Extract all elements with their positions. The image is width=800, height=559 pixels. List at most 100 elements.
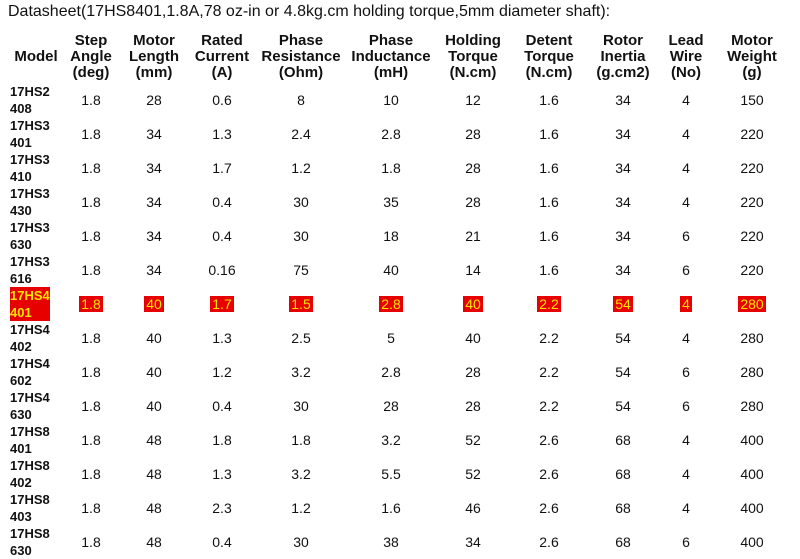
cell-value: 0.16 (208, 262, 236, 278)
value-cell: 40 (436, 321, 510, 355)
value-cell: 40 (436, 287, 510, 321)
model-name-part: 630 (10, 237, 32, 252)
value-cell: 34 (120, 253, 188, 287)
column-header-line: Holding (445, 32, 501, 49)
cell-value: 400 (740, 432, 764, 448)
cell-value: 1.8 (381, 160, 401, 176)
model-cell: 17HS3 630 (10, 219, 62, 253)
cell-value: 4 (682, 194, 690, 210)
value-cell: 2.2 (510, 321, 588, 355)
value-cell: 30 (256, 389, 346, 423)
cell-value: 34 (146, 126, 162, 142)
cell-value: 1.2 (212, 364, 232, 380)
model-cell: 17HS8 401 (10, 423, 62, 457)
cell-value: 54 (615, 398, 631, 414)
value-cell: 1.8 (62, 389, 120, 423)
cell-value: 48 (146, 466, 162, 482)
value-cell: 21 (436, 219, 510, 253)
value-cell: 2.2 (510, 287, 588, 321)
cell-value: 1.3 (212, 466, 232, 482)
column-header: Rotor Inertia (g.cm2) (588, 31, 658, 83)
cell-value: 54 (615, 364, 631, 380)
cell-value: 220 (740, 194, 764, 210)
cell-value: 3.2 (291, 466, 311, 482)
cell-value: 6 (682, 364, 690, 380)
cell-value: 1.8 (81, 262, 101, 278)
cell-value: 52 (465, 466, 481, 482)
model-name-part: 17HS3 (10, 220, 50, 235)
value-cell: 30 (256, 525, 346, 559)
value-cell: 220 (714, 117, 790, 151)
cell-value: 34 (146, 228, 162, 244)
cell-value: 40 (463, 296, 483, 312)
cell-value: 40 (146, 330, 162, 346)
cell-value: 21 (465, 228, 481, 244)
value-cell: 28 (436, 151, 510, 185)
cell-value: 5.5 (381, 466, 401, 482)
cell-value: 40 (465, 330, 481, 346)
value-cell: 1.8 (346, 151, 436, 185)
column-header-line: Lead (668, 32, 704, 49)
value-cell: 1.6 (510, 117, 588, 151)
value-cell: 1.8 (256, 423, 346, 457)
cell-value: 28 (465, 160, 481, 176)
value-cell: 48 (120, 457, 188, 491)
cell-value: 0.4 (212, 534, 232, 550)
cell-value: 220 (740, 160, 764, 176)
column-header-line: Motor (133, 32, 175, 49)
value-cell: 68 (588, 457, 658, 491)
value-cell: 400 (714, 423, 790, 457)
cell-value: 10 (383, 92, 399, 108)
table-row: 17HS8 630 1.8 48 0.4 30 38 34 2.6 68 6 400 (10, 525, 790, 559)
value-cell: 5 (346, 321, 436, 355)
cell-value: 30 (293, 194, 309, 210)
value-cell: 4 (658, 117, 714, 151)
cell-value: 4 (682, 466, 690, 482)
value-cell: 400 (714, 491, 790, 525)
cell-value: 1.7 (212, 160, 232, 176)
value-cell: 34 (588, 185, 658, 219)
value-cell: 54 (588, 389, 658, 423)
value-cell: 1.6 (510, 185, 588, 219)
table-header: Model Step Angle (deg) Motor Length (mm) Rated C… (10, 31, 790, 83)
cell-value: 280 (740, 364, 764, 380)
value-cell: 400 (714, 525, 790, 559)
value-cell: 34 (120, 151, 188, 185)
cell-value: 48 (146, 500, 162, 516)
cell-value: 220 (740, 262, 764, 278)
model-cell: 17HS3 401 (10, 117, 62, 151)
cell-value: 6 (682, 228, 690, 244)
value-cell: 4 (658, 423, 714, 457)
value-cell: 220 (714, 219, 790, 253)
model-name-part: 401 (10, 305, 32, 320)
column-header-line: (g) (742, 64, 762, 81)
model-cell: 17HS4 602 (10, 355, 62, 389)
cell-value: 28 (465, 398, 481, 414)
cell-value: 28 (465, 194, 481, 210)
model-name-part: 17HS3 (10, 152, 50, 167)
model-name: 17HS3 401 (10, 118, 50, 150)
table-body: 17HS2 408 1.8 28 0.6 8 10 12 1.6 34 4 150 17HS3 401 1.… (10, 83, 790, 559)
model-name-part: 17HS4 (10, 390, 50, 405)
value-cell: 34 (588, 117, 658, 151)
cell-value: 4 (682, 126, 690, 142)
cell-value: 1.6 (381, 500, 401, 516)
value-cell: 40 (120, 287, 188, 321)
value-cell: 30 (256, 219, 346, 253)
model-name-part: 17HS8 (10, 424, 50, 439)
cell-value: 280 (738, 296, 766, 312)
value-cell: 2.6 (510, 525, 588, 559)
cell-value: 4 (682, 432, 690, 448)
cell-value: 2.5 (291, 330, 311, 346)
value-cell: 6 (658, 355, 714, 389)
column-header-line: Step (74, 32, 108, 49)
value-cell: 48 (120, 491, 188, 525)
cell-value: 34 (615, 194, 631, 210)
value-cell: 4 (658, 287, 714, 321)
cell-value: 6 (682, 398, 690, 414)
table-row: 17HS4 630 1.8 40 0.4 30 28 28 2.2 54 6 280 (10, 389, 790, 423)
cell-value: 38 (383, 534, 399, 550)
model-name-part: 17HS8 (10, 526, 50, 541)
cell-value: 2.3 (212, 500, 232, 516)
cell-value: 1.8 (291, 432, 311, 448)
